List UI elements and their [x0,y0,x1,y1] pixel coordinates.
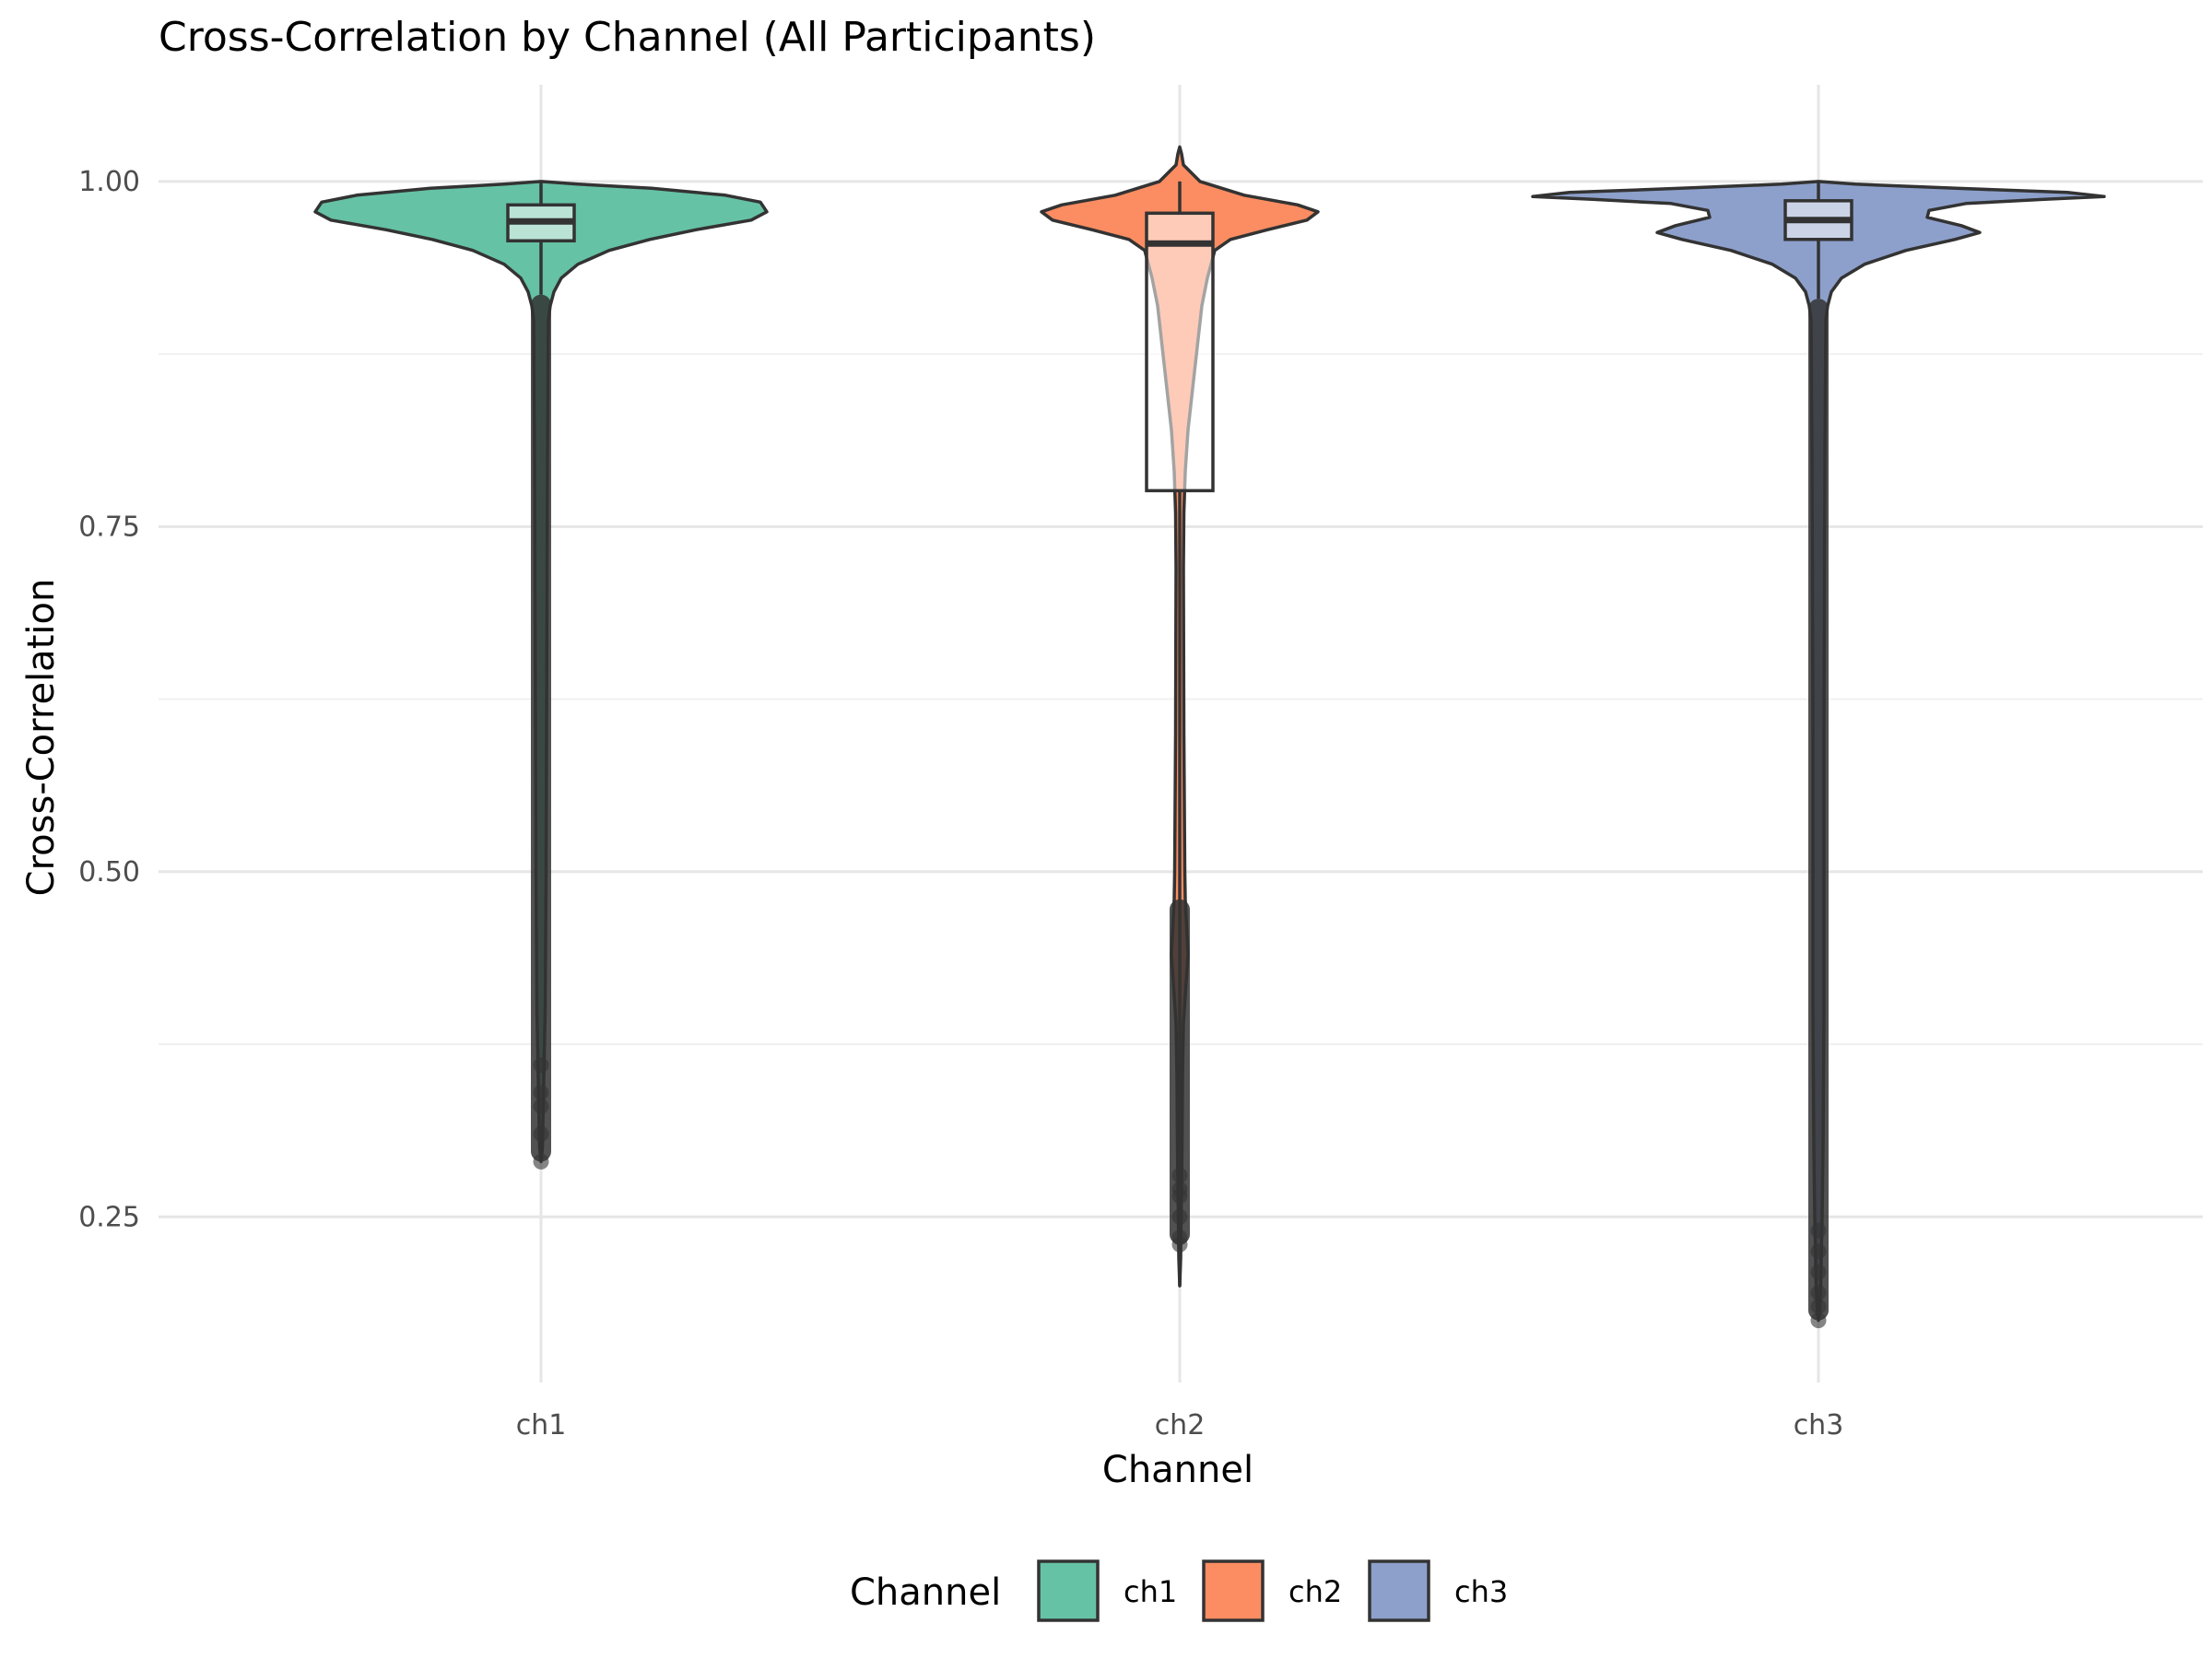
outlier-point [1810,1312,1827,1329]
legend-label-ch3: ch3 [1454,1574,1508,1609]
x-tick-label: ch3 [1794,1409,1844,1441]
outlier-point [1810,1243,1827,1260]
legend-title: Channel [850,1571,1001,1614]
legend-label-ch2: ch2 [1288,1574,1342,1609]
y-tick-label: 0.25 [78,1201,140,1233]
outlier-point [1810,1299,1827,1315]
y-tick-label: 1.00 [78,166,140,198]
x-tick-label: ch1 [516,1409,567,1441]
violins [313,145,2106,1329]
outliers-ch1 [531,294,551,1162]
outlier-point [533,1084,549,1100]
x-axis-title: Channel [1102,1449,1253,1491]
x-tick-labels: ch1 ch2 ch3 [516,1409,1844,1441]
y-axis-title: Cross-Correlation [20,579,63,897]
box-ch2 [1145,211,1215,493]
outlier-point [1810,1285,1827,1301]
y-tick-label: 0.75 [78,511,140,543]
y-tick-labels: 0.25 0.50 0.75 1.00 [78,166,140,1233]
outlier-point [533,1098,549,1114]
outlier-point [533,1125,549,1142]
x-tick-label: ch2 [1155,1409,1206,1441]
legend: Channel ch1 ch2 ch3 [850,1559,1508,1622]
chart-title: Cross-Correlation by Channel (All Partic… [159,14,1096,61]
outliers-ch3 [1808,299,1829,1321]
outlier-point [1810,1222,1827,1239]
legend-key-ch1 [1037,1559,1100,1622]
legend-key-ch2 [1202,1559,1265,1622]
outlier-point [533,1153,549,1170]
outlier-point [1810,1264,1827,1280]
y-tick-label: 0.50 [78,856,140,888]
legend-label-ch1: ch1 [1124,1574,1177,1609]
legend-key-ch3 [1368,1559,1430,1622]
outlier-point [533,1056,549,1073]
